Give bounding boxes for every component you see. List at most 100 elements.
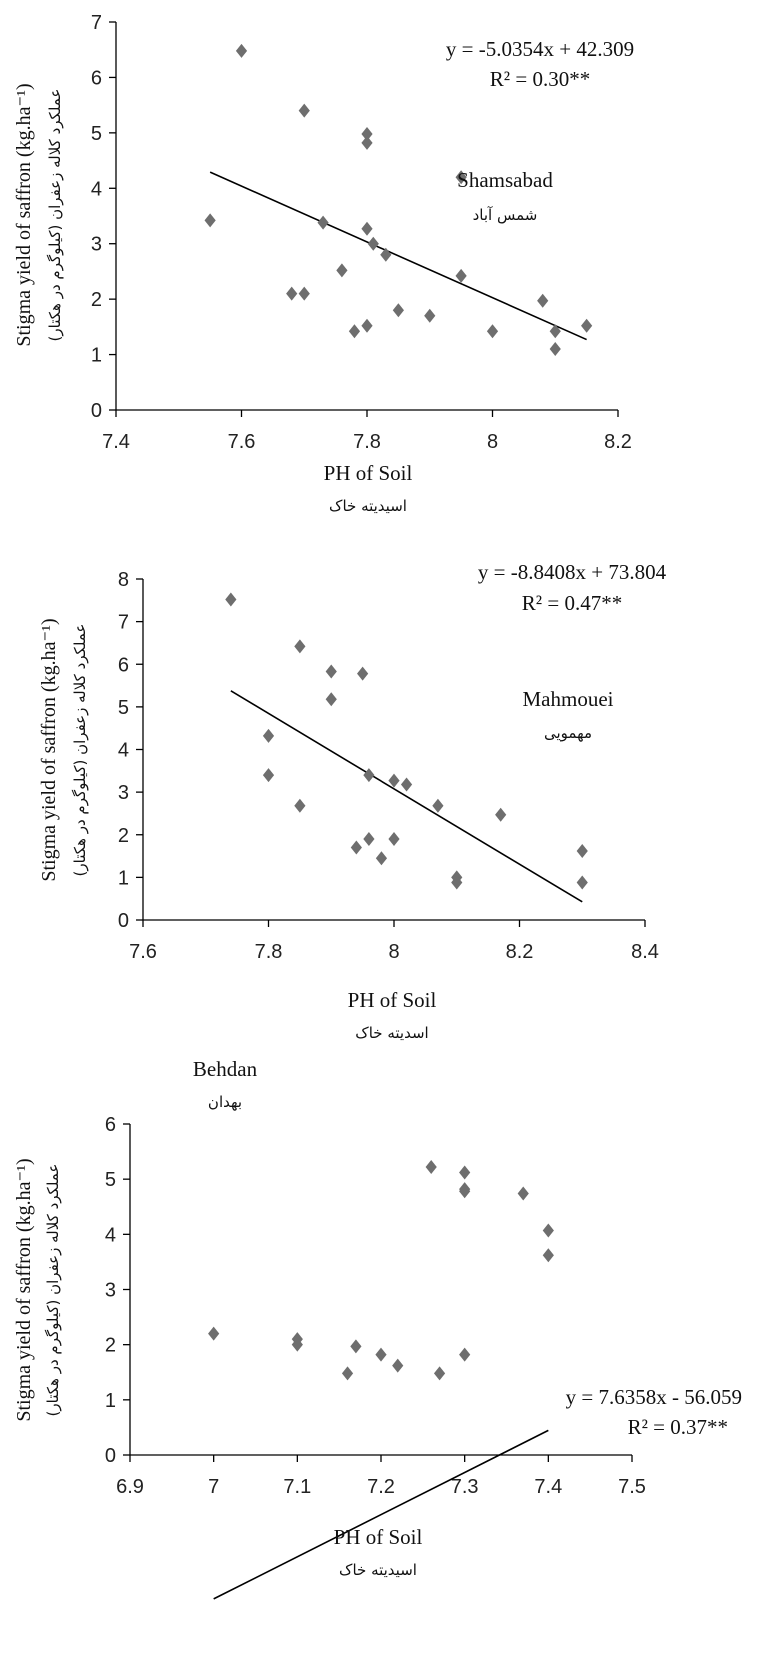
- regression-equation: y = -5.0354x + 42.309: [446, 37, 634, 61]
- site-name-fa: مهمویی: [544, 724, 592, 742]
- regression-equation: y = -8.8408x + 73.804: [478, 560, 667, 584]
- data-point: [425, 1160, 437, 1175]
- data-point: [291, 1337, 303, 1352]
- data-point: [348, 324, 361, 339]
- x-tick-label: 8.4: [631, 941, 659, 963]
- y-axis-label: Stigma yield of saffron (kg.ha⁻¹): [38, 618, 60, 881]
- data-point: [400, 777, 413, 792]
- x-axis-label: PH of Soil: [324, 461, 413, 485]
- data-point: [341, 1366, 354, 1381]
- y-tick-label: 2: [118, 825, 129, 847]
- x-tick-label: 7.6: [129, 941, 157, 963]
- data-point: [357, 666, 369, 681]
- data-point: [361, 126, 373, 141]
- x-axis-label-fa: اسدیته خاک: [355, 1024, 428, 1042]
- data-point: [317, 215, 329, 230]
- data-point: [424, 308, 436, 323]
- data-point: [549, 342, 561, 357]
- data-point: [361, 318, 373, 333]
- data-point: [361, 135, 373, 150]
- x-axis-label: PH of Soil: [334, 1525, 423, 1549]
- data-point: [262, 768, 275, 783]
- x-tick-label: 8.2: [506, 941, 534, 963]
- y-tick-label: 0: [105, 1445, 116, 1467]
- data-point: [486, 324, 499, 339]
- data-point: [581, 318, 593, 333]
- data-point: [262, 728, 275, 743]
- y-tick-label: 0: [118, 910, 129, 932]
- y-tick-label: 0: [91, 400, 102, 422]
- data-point: [363, 832, 375, 847]
- y-tick-label: 2: [91, 289, 102, 311]
- data-point: [392, 303, 404, 318]
- y-axis-label: Stigma yield of saffron (kg.ha⁻¹): [13, 1158, 35, 1421]
- y-tick-label: 6: [118, 654, 129, 676]
- data-point: [388, 832, 400, 847]
- data-point: [495, 807, 507, 822]
- data-point: [576, 843, 588, 858]
- data-point: [361, 221, 373, 236]
- data-point: [298, 286, 310, 301]
- y-axis-label: Stigma yield of saffron (kg.ha⁻¹): [13, 83, 35, 346]
- data-point: [517, 1186, 529, 1201]
- x-tick-label: 7.3: [451, 1476, 479, 1498]
- data-point: [235, 43, 248, 58]
- y-tick-label: 1: [91, 345, 102, 367]
- data-point: [350, 840, 362, 855]
- site-name-fa: شمس آباد: [473, 206, 538, 224]
- y-tick-label: 6: [91, 67, 102, 89]
- y-axis-label-fa: عملکرد کلاله زعفران (کیلوگرم در هکتار): [46, 89, 64, 342]
- data-point: [294, 798, 306, 813]
- data-point: [455, 268, 467, 283]
- x-tick-label: 7.8: [353, 431, 381, 453]
- x-tick-label: 7.6: [228, 431, 256, 453]
- data-point: [451, 875, 463, 890]
- data-point: [286, 286, 298, 301]
- r-squared-label: R² = 0.47**: [522, 591, 622, 615]
- y-tick-label: 2: [105, 1335, 116, 1357]
- chart-panel-1: 0 1 2 3 4 5 6 7 7.4 7.6 7.8 8 8.2 y = -5.0354x + 42.3…: [13, 12, 634, 515]
- y-tick-label: 4: [91, 178, 102, 200]
- data-point: [432, 798, 444, 813]
- data-point: [375, 851, 388, 866]
- data-point: [325, 664, 337, 679]
- y-tick-label: 4: [118, 740, 129, 762]
- y-tick-label: 7: [118, 612, 129, 634]
- site-name: Behdan: [193, 1057, 258, 1081]
- data-point: [455, 170, 467, 185]
- data-point: [380, 247, 392, 262]
- data-point: [336, 263, 348, 278]
- data-point: [325, 692, 337, 707]
- y-tick-label: 5: [91, 123, 102, 145]
- y-tick-label: 3: [91, 234, 102, 256]
- y-axis-label-fa: عملکرد کلاله زعفران (کیلوگرم در هکتار): [71, 624, 89, 877]
- trend-line: [230, 690, 583, 903]
- data-point: [459, 1165, 471, 1180]
- regression-equation: y = 7.6358x - 56.059: [566, 1385, 742, 1409]
- data-point: [459, 1347, 471, 1362]
- data-point: [208, 1326, 220, 1341]
- data-point: [549, 324, 561, 339]
- x-tick-label: 8: [487, 431, 498, 453]
- r-squared-label: R² = 0.37**: [628, 1415, 728, 1439]
- site-name: Mahmouei: [523, 687, 614, 711]
- data-point: [367, 236, 379, 251]
- x-axis-label: PH of Soil: [348, 988, 437, 1012]
- data-point: [375, 1347, 387, 1362]
- data-point: [363, 768, 375, 783]
- y-tick-label: 7: [91, 12, 102, 34]
- y-tick-label: 1: [105, 1390, 116, 1412]
- data-point: [298, 103, 310, 118]
- data-point: [537, 293, 549, 308]
- site-name: Shamsabad: [457, 168, 553, 192]
- trend-line: [213, 1429, 549, 1600]
- y-tick-label: 5: [118, 697, 129, 719]
- data-point: [459, 1184, 471, 1199]
- data-point: [542, 1223, 554, 1238]
- x-tick-label: 7.1: [283, 1476, 311, 1498]
- data-point: [392, 1358, 404, 1373]
- x-axis-label-fa: اسیدیته خاک: [339, 1561, 417, 1579]
- x-axis-label-fa: اسیدیته خاک: [329, 497, 407, 515]
- trend-line: [209, 171, 587, 341]
